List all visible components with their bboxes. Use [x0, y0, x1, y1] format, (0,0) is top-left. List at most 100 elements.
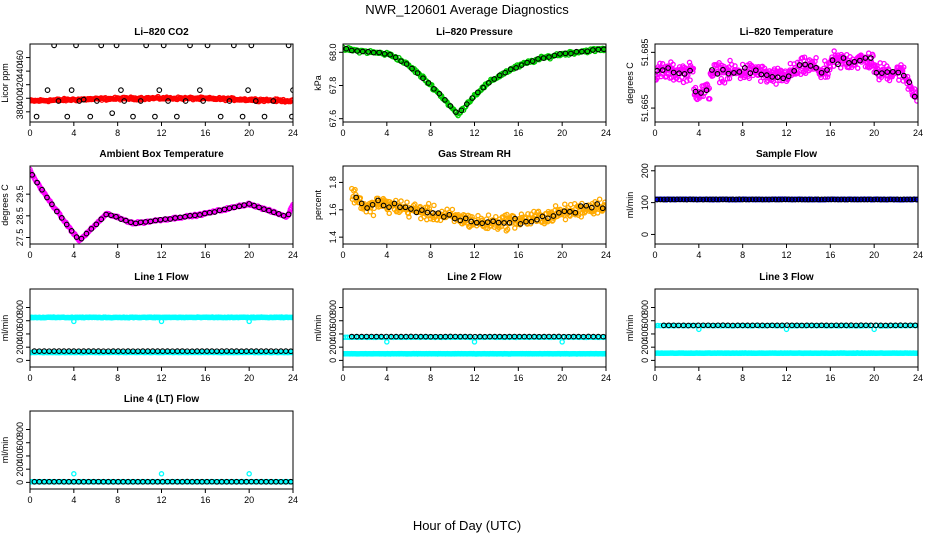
- x-tick-label: 20: [557, 128, 567, 138]
- data-point: [868, 55, 874, 61]
- data-point: [197, 212, 203, 218]
- panel-9: Line 4 (LT) Flow ml/min 0 4 8 12 16 20 24 0 200400…: [0, 394, 298, 505]
- data-point: [756, 196, 762, 203]
- data-point: [901, 64, 907, 70]
- data-point: [655, 67, 661, 74]
- y-tick-label: 28.5: [15, 207, 25, 225]
- data-point: [716, 196, 723, 203]
- data-point: [827, 64, 834, 70]
- data-point: [603, 334, 606, 341]
- data-point: [884, 69, 891, 75]
- x-tick-label: 16: [513, 250, 523, 260]
- data-point: [674, 196, 680, 203]
- data-point: [594, 201, 601, 207]
- x-tick-label: 12: [469, 250, 479, 260]
- data-point: [895, 69, 902, 76]
- data-point: [375, 197, 381, 204]
- data-point: [287, 348, 293, 355]
- series-raw: [30, 166, 293, 244]
- data-point: [861, 196, 868, 203]
- data-point: [747, 70, 754, 76]
- data-point: [408, 206, 414, 212]
- y-tick-label: 67.8: [328, 77, 338, 95]
- data-point: [261, 113, 268, 120]
- series-average: [343, 45, 606, 115]
- data-point: [158, 471, 165, 477]
- data-point: [376, 49, 383, 56]
- data-point: [402, 204, 409, 211]
- data-point: [562, 50, 569, 57]
- data-point: [561, 208, 568, 215]
- panel-3: Ambient Box Temperature degrees C 0 4 8 12 16 2…: [0, 149, 298, 260]
- y-tick-label: 420: [15, 77, 25, 92]
- data-point: [504, 226, 511, 233]
- data-point: [540, 214, 546, 221]
- data-point: [485, 80, 492, 86]
- data-point: [725, 70, 732, 77]
- data-point: [877, 196, 884, 203]
- data-point: [562, 216, 569, 223]
- plot-frame: [29, 410, 294, 490]
- data-point: [197, 87, 203, 93]
- y-axis-label: percent: [313, 189, 323, 220]
- data-point: [577, 203, 584, 209]
- data-point: [457, 217, 464, 224]
- x-tick-label: 24: [913, 128, 923, 138]
- data-point: [535, 56, 541, 62]
- data-point: [44, 194, 50, 201]
- data-point: [453, 109, 459, 115]
- data-point: [440, 214, 447, 220]
- series-average: [353, 194, 606, 227]
- data-point: [759, 196, 766, 203]
- panel-title: Gas Stream RH: [438, 149, 511, 160]
- data-point: [270, 98, 277, 104]
- series-average: [31, 478, 293, 485]
- panel-1: Li–820 Pressure kPa 0 4 8 12 16 20 24 67.6 67.8 68.…: [313, 27, 611, 138]
- data-point: [51, 44, 57, 49]
- data-point: [353, 194, 360, 201]
- data-point: [370, 49, 377, 56]
- y-tick-label: 400: [15, 326, 25, 341]
- data-point: [474, 89, 481, 96]
- data-point: [707, 96, 713, 102]
- plot-frame: [654, 165, 919, 245]
- data-point: [285, 211, 292, 218]
- data-point: [742, 73, 749, 79]
- data-point: [386, 210, 392, 217]
- data-point: [698, 93, 704, 100]
- data-point: [539, 213, 546, 220]
- data-point: [599, 205, 606, 212]
- data-point: [773, 81, 779, 87]
- series-average: [660, 322, 918, 329]
- y-tick-label: 27.5: [15, 229, 25, 247]
- data-point: [507, 66, 514, 73]
- data-point: [915, 322, 918, 329]
- data-point: [534, 216, 540, 223]
- data-points: [30, 471, 293, 485]
- data-point: [398, 198, 404, 204]
- data-point: [663, 322, 669, 329]
- data-point: [693, 322, 699, 329]
- data-point: [782, 196, 789, 203]
- data-point: [420, 75, 426, 82]
- data-point: [829, 57, 836, 64]
- data-point: [414, 70, 421, 76]
- data-point: [664, 196, 670, 203]
- data-point: [73, 234, 80, 240]
- data-point: [506, 219, 513, 226]
- data-point: [854, 65, 861, 71]
- x-tick-label: 12: [781, 250, 791, 260]
- y-tick-label: 0: [328, 358, 338, 363]
- x-tick-label: 20: [869, 250, 879, 260]
- data-point: [502, 69, 509, 76]
- data-point: [884, 196, 891, 203]
- data-point: [857, 57, 863, 64]
- data-point: [485, 212, 492, 218]
- data-point: [53, 208, 60, 215]
- data-point: [523, 218, 529, 225]
- data-point: [720, 66, 726, 73]
- panel-title: Li–820 CO2: [134, 27, 189, 38]
- series-raw: [30, 93, 293, 105]
- data-point: [352, 186, 358, 193]
- series-raw_high: [30, 314, 293, 325]
